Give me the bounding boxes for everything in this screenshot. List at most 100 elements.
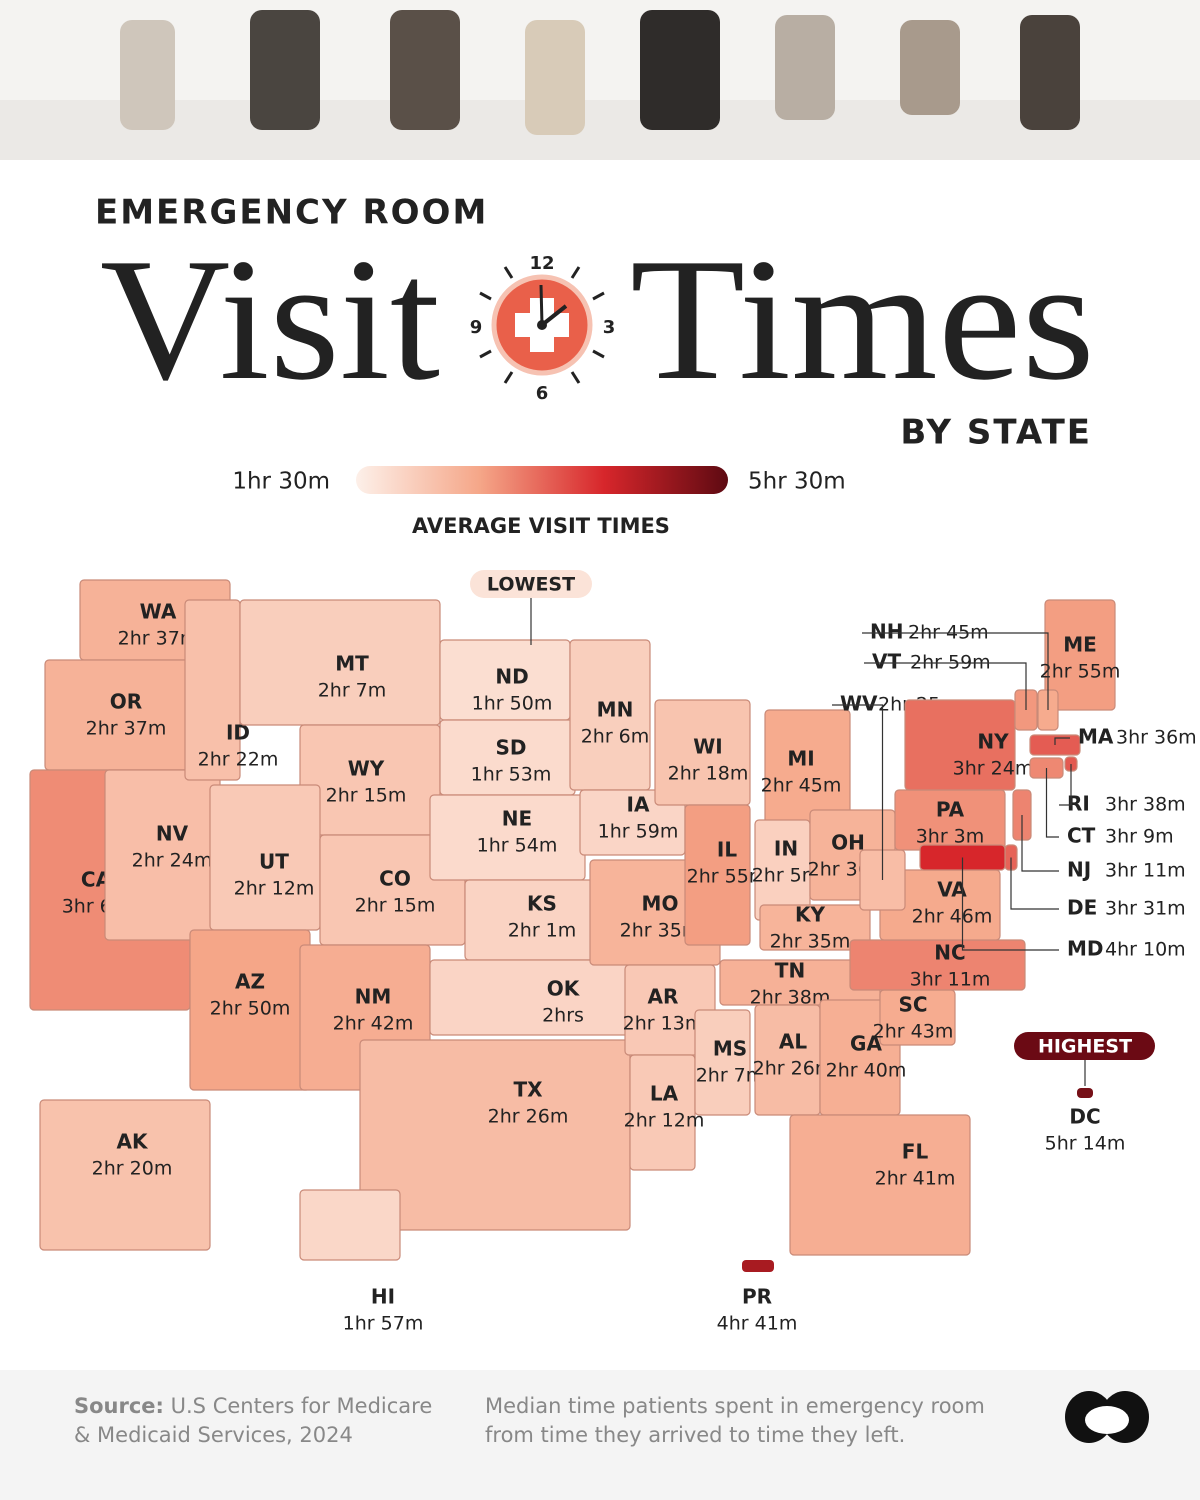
state-value: 3hr 36m xyxy=(1116,727,1197,749)
state-value: 3hr 31m xyxy=(1105,898,1186,920)
state-abbr: DC xyxy=(1069,1105,1100,1129)
state-abbr: ND xyxy=(495,665,528,689)
state-abbr: VT xyxy=(872,650,901,674)
state-abbr: NC xyxy=(934,941,965,965)
state-abbr: UT xyxy=(259,850,289,874)
state-abbr: WY xyxy=(348,757,385,781)
leader-line xyxy=(1054,737,1070,745)
state-value: 2hr 37m xyxy=(86,718,167,740)
state-value: 2hr 7m xyxy=(318,680,387,702)
state-abbr: MD xyxy=(1067,937,1104,961)
leader-line xyxy=(1021,815,1059,872)
state-value: 2hr 5m xyxy=(752,865,821,887)
state-abbr: PA xyxy=(936,798,965,822)
state-value: 2hr 26m xyxy=(753,1058,834,1080)
state-abbr: NM xyxy=(355,985,392,1009)
state xyxy=(429,959,631,1036)
state xyxy=(684,804,751,946)
legend-tick-label: 1hr 30m xyxy=(232,469,330,495)
state-abbr: OH xyxy=(831,831,865,855)
floor xyxy=(0,100,1200,160)
leader-line xyxy=(864,662,1027,710)
state-abbr: MN xyxy=(597,698,634,722)
state-abbr: NE xyxy=(502,807,532,831)
lowest-badge xyxy=(470,570,592,598)
state-value: 3hr 11m xyxy=(1105,860,1186,882)
clock-number: 6 xyxy=(536,383,549,404)
state-value: 4hr 10m xyxy=(1105,939,1186,961)
state-value: 2hr 45m xyxy=(761,775,842,797)
state-abbr: HI xyxy=(371,1285,395,1309)
state-value: 2hr 12m xyxy=(624,1110,705,1132)
state-value: 3hr 9m xyxy=(1105,826,1174,848)
state-value: 2hr 35m xyxy=(620,920,701,942)
state xyxy=(759,904,871,951)
state-abbr: IA xyxy=(627,793,650,817)
state-value: 1hr 57m xyxy=(343,1313,424,1335)
state-value: 2hr 6m xyxy=(581,726,650,748)
state xyxy=(694,1009,751,1116)
state xyxy=(39,1099,211,1251)
state-value: 1hr 53m xyxy=(471,764,552,786)
state-value: 2hr 24m xyxy=(132,850,213,872)
state-value: 2hr 43m xyxy=(873,1021,954,1043)
clock-number: 3 xyxy=(603,317,616,338)
subtitle: BY STATE xyxy=(900,413,1092,453)
clock xyxy=(479,266,605,384)
kicker: EMERGENCY ROOM xyxy=(95,193,488,233)
state-abbr: NY xyxy=(977,730,1009,754)
leader-line xyxy=(832,704,884,880)
clock-number: 12 xyxy=(529,253,554,274)
state-value: 2hr 37m xyxy=(118,628,199,650)
source-label: Source: xyxy=(74,1394,164,1418)
state-abbr: RI xyxy=(1067,792,1090,816)
legend-tick-label: 5hr 30m xyxy=(748,469,846,495)
source: Source: U.S Centers for Medicare & Medic… xyxy=(74,1392,454,1450)
state-value: 2hr 15m xyxy=(326,785,407,807)
state-abbr: MT xyxy=(335,652,369,676)
state-value: 2hr 40m xyxy=(826,1060,907,1082)
leader-line xyxy=(961,857,1059,951)
state-value: 2hr 55m xyxy=(687,866,768,888)
state xyxy=(742,1260,774,1272)
state-value: 2hr 12m xyxy=(234,878,315,900)
clock-number: 9 xyxy=(470,317,483,338)
state-value: 2hr 13m xyxy=(623,1013,704,1035)
state-value: 2hrs xyxy=(542,1005,584,1027)
title-left: Visit xyxy=(100,222,440,416)
state-abbr: AZ xyxy=(235,970,265,994)
leader-line xyxy=(1059,764,1072,806)
state-abbr: WA xyxy=(140,600,177,624)
note: Median time patients spent in emergency … xyxy=(485,1394,985,1447)
state-value: 2hr 42m xyxy=(333,1013,414,1035)
state-value: 2hr 22m xyxy=(198,749,279,771)
legend-title: AVERAGE VISIT TIMES xyxy=(412,514,670,538)
state-abbr: SD xyxy=(495,736,526,760)
state-abbr: KS xyxy=(527,892,557,916)
state-value: 1hr 50m xyxy=(472,693,553,715)
state-abbr: IL xyxy=(717,838,737,862)
state-value: 2hr 20m xyxy=(92,1158,173,1180)
state-abbr: KY xyxy=(795,903,825,927)
state-abbr: CO xyxy=(379,867,411,891)
state-abbr: MS xyxy=(713,1037,747,1061)
state-value: 2hr 26m xyxy=(488,1106,569,1128)
state-value: 3hr 11m xyxy=(910,969,991,991)
state xyxy=(1044,599,1116,711)
footer-band xyxy=(0,1370,1200,1500)
state-abbr: TX xyxy=(513,1078,543,1102)
state-value: 4hr 41m xyxy=(717,1313,798,1335)
highest-label: HIGHEST xyxy=(1038,1036,1132,1058)
state-value: 1hr 54m xyxy=(477,835,558,857)
logo xyxy=(1065,1391,1149,1443)
state-abbr: CT xyxy=(1067,824,1096,848)
state-abbr: IN xyxy=(774,837,798,861)
state-abbr: OK xyxy=(547,977,581,1001)
state xyxy=(1077,1088,1093,1098)
state-abbr: PR xyxy=(742,1285,772,1309)
state-value: 2hr 7m xyxy=(696,1065,765,1087)
state-value: 2hr 46m xyxy=(912,906,993,928)
state xyxy=(904,699,1016,791)
state xyxy=(44,659,196,771)
